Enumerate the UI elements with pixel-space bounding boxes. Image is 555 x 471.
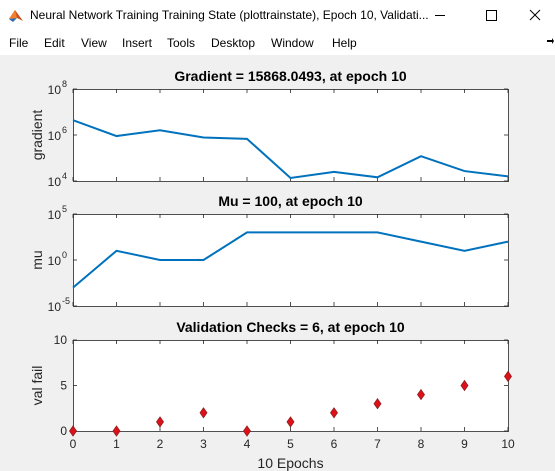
y-tick-label: 10 [54, 333, 68, 347]
menu-edit[interactable]: Edit [44, 36, 65, 50]
data-point [417, 388, 425, 401]
y-tick-base: 10 [48, 129, 62, 143]
x-axis-label: 10 Epochs [257, 455, 323, 471]
y-tick-exponent: 0 [62, 250, 67, 260]
x-tick-label: 4 [244, 437, 251, 451]
data-point [243, 425, 251, 437]
data-point [286, 416, 295, 428]
menu-desktop[interactable]: Desktop [211, 36, 256, 50]
y-tick-label: 10 [48, 254, 62, 268]
y-tick-exponent: 4 [62, 171, 67, 181]
minimize-icon [435, 15, 445, 16]
y-axis-label: val fail [29, 366, 45, 406]
x-tick-label: 10 [501, 437, 515, 451]
y-axis-label: mu [29, 250, 45, 269]
y-tick-exponent: 5 [62, 204, 67, 214]
y-tick-label: 10 [48, 129, 62, 143]
window-titlebar: Neural Network Training Training State (… [0, 0, 555, 31]
x-tick-label: 1 [113, 437, 120, 451]
matlab-icon [9, 10, 23, 22]
plot-title: Validation Checks = 6, at epoch 10 [176, 319, 405, 335]
menu-window[interactable]: Window [271, 36, 314, 50]
y-tick-label: 10 [48, 83, 62, 97]
y-tick-exponent: 8 [62, 79, 67, 89]
x-tick-label: 3 [200, 437, 207, 451]
data-point [199, 407, 208, 419]
data-point [156, 416, 164, 428]
plot-title: Gradient = 15868.0493, at epoch 10 [174, 68, 407, 84]
menu-file[interactable]: File [9, 36, 29, 50]
y-tick-label: 10 [48, 175, 62, 189]
y-tick-label: 5 [60, 379, 67, 393]
menu-view[interactable]: View [81, 36, 107, 50]
minimize-button[interactable] [417, 0, 463, 31]
menu-help[interactable]: Help [332, 36, 357, 50]
maximize-button[interactable] [468, 0, 514, 31]
y-tick-exponent: 6 [62, 125, 67, 135]
y-tick-base: 10 [48, 83, 62, 97]
y-tick-label: 10 [48, 208, 62, 222]
x-tick-label: 6 [331, 437, 338, 451]
y-tick-label: 10 [48, 300, 62, 314]
y-tick-base: 10 [48, 254, 62, 268]
close-icon [529, 9, 541, 21]
x-tick-label: 2 [157, 437, 164, 451]
dock-arrow-icon[interactable] [546, 37, 555, 49]
data-point [69, 425, 77, 437]
y-tick-base: 10 [48, 175, 62, 189]
x-tick-label: 8 [418, 437, 425, 451]
menu-tools[interactable]: Tools [167, 36, 196, 50]
window-title: Neural Network Training Training State (… [30, 8, 429, 22]
plot-axes-box [73, 89, 509, 182]
data-point [504, 370, 512, 383]
y-tick-base: 10 [48, 300, 62, 314]
close-button[interactable] [513, 0, 555, 31]
y-tick-label: 0 [60, 424, 67, 438]
series-line [72, 119, 509, 180]
series-line [72, 231, 509, 289]
y-tick-base: 10 [48, 208, 62, 222]
data-point [112, 425, 121, 437]
y-axis-label: gradient [29, 110, 45, 161]
menu-insert[interactable]: Insert [122, 36, 153, 50]
data-point [330, 407, 338, 419]
maximize-icon [486, 10, 497, 21]
x-tick-label: 0 [70, 437, 77, 451]
menu-bar [0, 31, 555, 55]
x-tick-label: 5 [287, 437, 294, 451]
plot-axes-box [73, 214, 509, 307]
x-tick-label: 7 [374, 437, 381, 451]
y-tick-exponent: -5 [62, 296, 70, 306]
data-point [460, 379, 469, 392]
plot-title: Mu = 100, at epoch 10 [218, 193, 363, 209]
plot-axes-box [73, 340, 509, 432]
x-tick-label: 9 [461, 437, 468, 451]
data-point [373, 398, 382, 410]
